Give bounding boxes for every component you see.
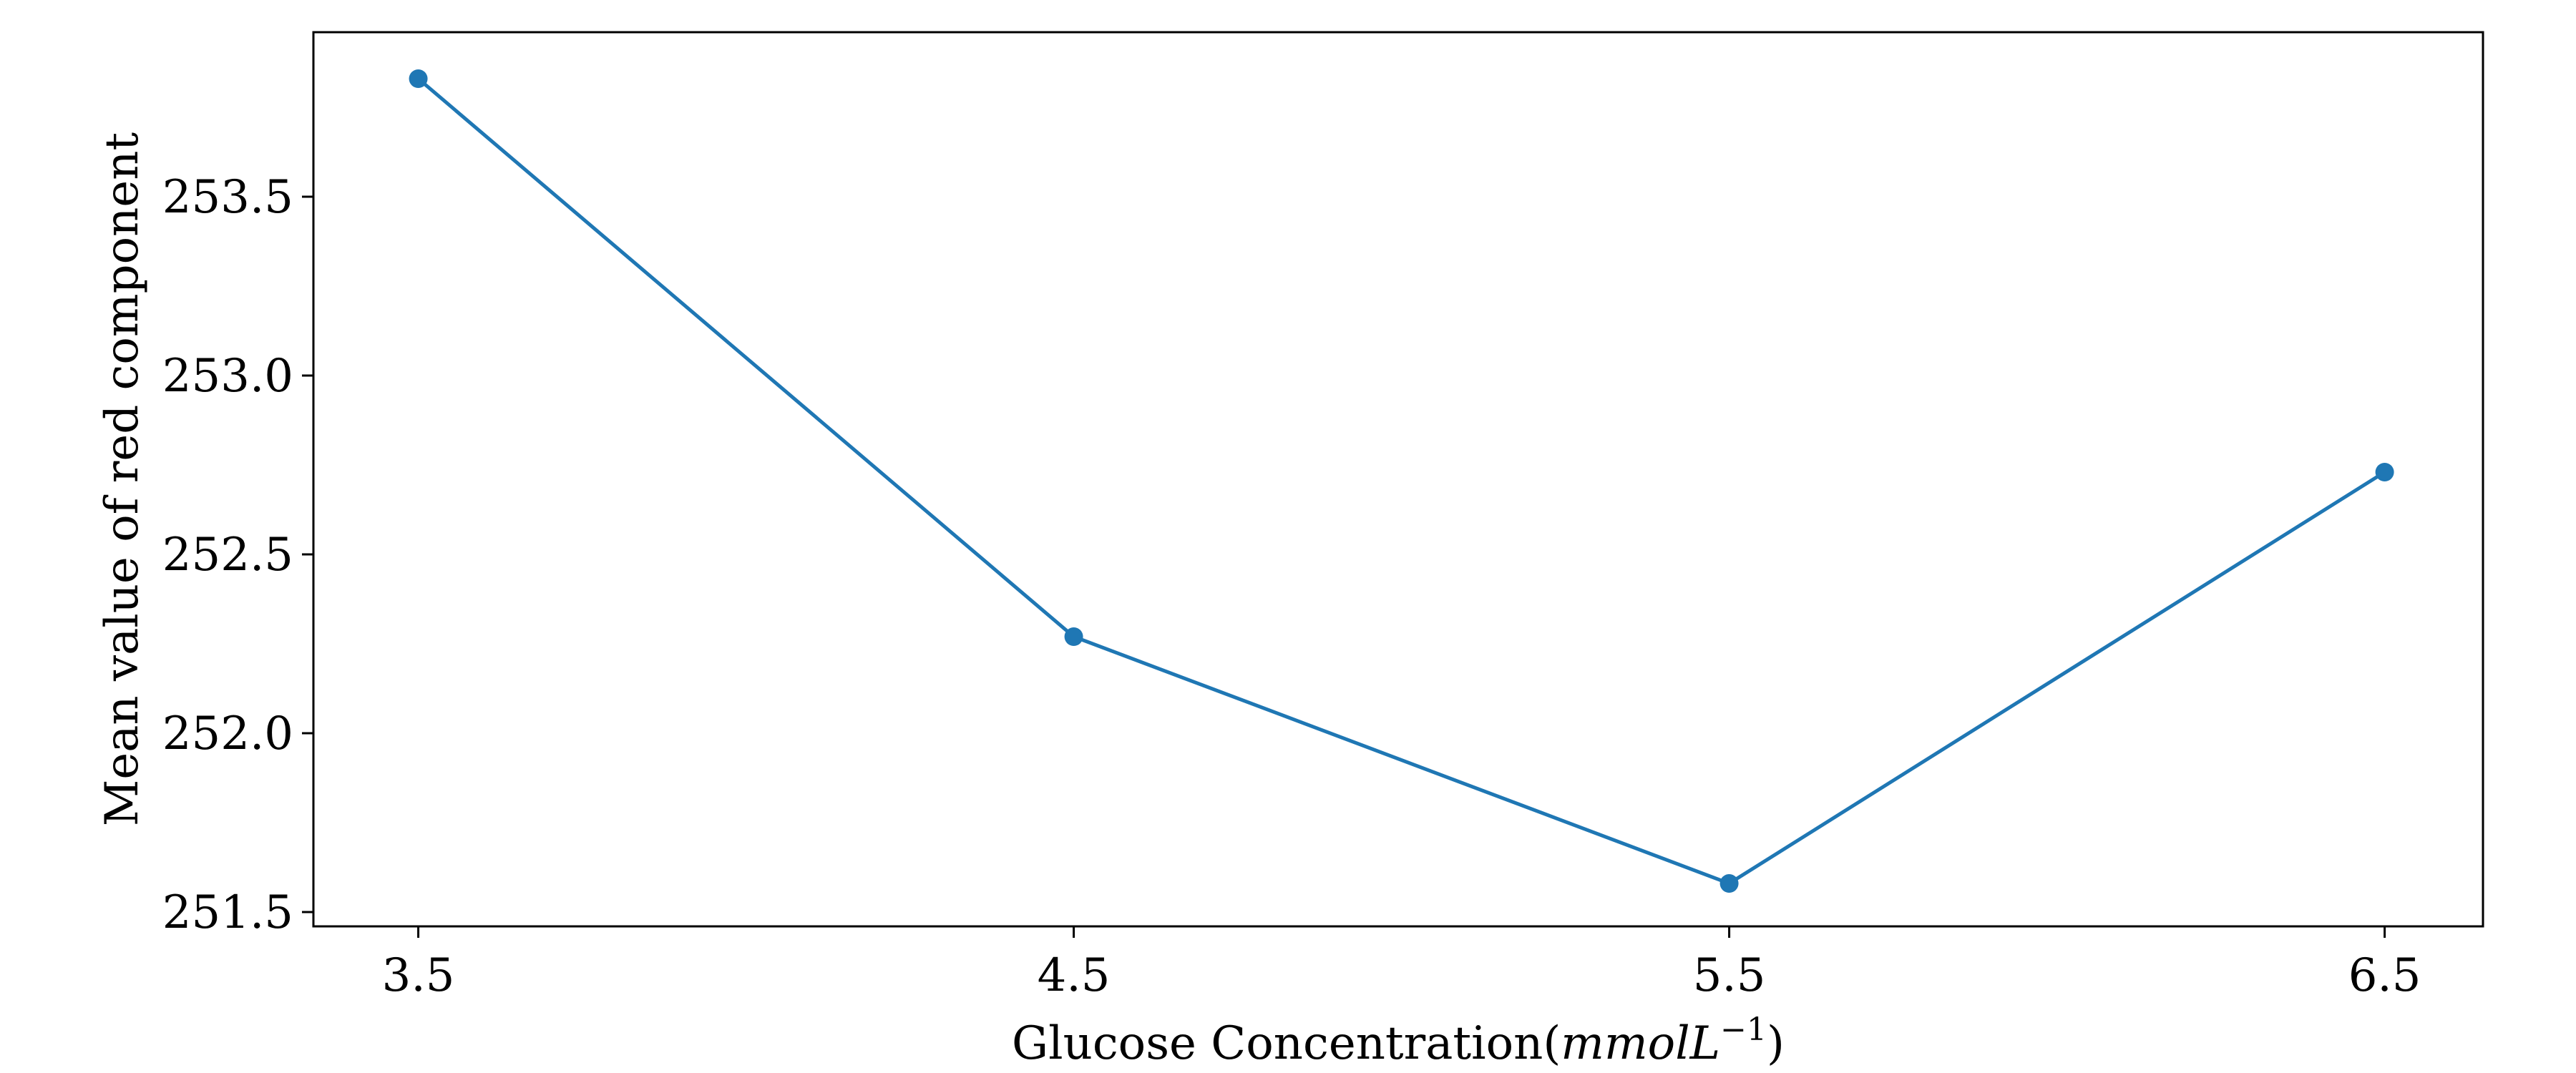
x-axis-ticks: 3.5 4.5 5.5 6.5 bbox=[382, 926, 2421, 1002]
y-axis-ticks: 251.5 252.0 252.5 253.0 253.5 bbox=[162, 171, 313, 939]
y-tick-label: 253.0 bbox=[162, 350, 293, 403]
y-axis-title: Mean value of red component bbox=[96, 132, 149, 827]
y-tick-label: 252.0 bbox=[162, 707, 293, 760]
x-axis-title: Glucose Concentration(mmolL−1) bbox=[1012, 1011, 1785, 1070]
x-tick-label: 3.5 bbox=[382, 949, 455, 1002]
x-axis-title-math: mmolL bbox=[1561, 1017, 1720, 1070]
data-point bbox=[409, 69, 428, 88]
x-tick-label: 5.5 bbox=[1693, 949, 1766, 1002]
x-tick-label: 4.5 bbox=[1038, 949, 1111, 1002]
y-tick-label: 251.5 bbox=[162, 886, 293, 939]
x-axis-title-text: Glucose Concentration( bbox=[1012, 1017, 1561, 1070]
plot-frame bbox=[312, 31, 2484, 928]
series-layer bbox=[409, 69, 2394, 893]
series-line bbox=[416, 77, 2386, 886]
data-point bbox=[1064, 627, 1083, 646]
data-point bbox=[2375, 463, 2394, 481]
x-tick-label: 6.5 bbox=[2348, 949, 2421, 1002]
y-tick-label: 253.5 bbox=[162, 171, 293, 224]
y-tick-label: 252.5 bbox=[162, 529, 293, 582]
x-axis-title-close: ) bbox=[1767, 1017, 1785, 1070]
data-point bbox=[1719, 874, 1739, 893]
x-axis-title-exponent: −1 bbox=[1720, 1011, 1767, 1048]
plot-area bbox=[313, 32, 2483, 926]
